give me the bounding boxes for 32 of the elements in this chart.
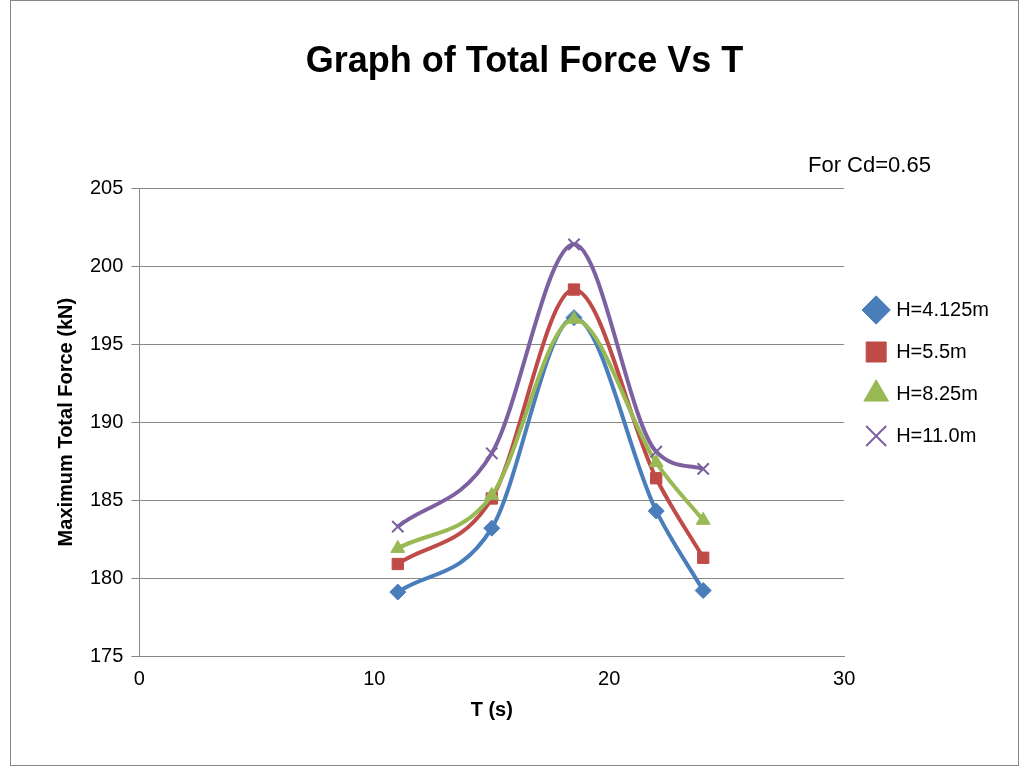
point [483,519,501,537]
point [648,454,664,468]
point [389,583,407,601]
x-tick-label: 20 [598,666,621,689]
y-axis-title: Maximum Total Force (kN) [53,297,76,547]
point [697,551,710,564]
y-tick-label: 195 [89,331,124,354]
point [650,472,663,485]
y-tick-label: 185 [89,487,124,510]
text: For Cd=0.65 [808,152,931,177]
x-axis-title: T (s) [470,697,513,720]
chart-title: Graph of Total Force Vs T [305,38,744,80]
point [694,582,712,600]
point [567,237,581,251]
legend-label: H=4.125m [896,297,990,320]
point [391,557,404,571]
x-tick-label: 30 [833,666,856,689]
point [567,283,581,296]
legend-label: H=5.5m [896,339,967,362]
y-tick-label: 175 [89,643,124,666]
y-tick-label: 205 [89,175,124,198]
point [485,446,499,460]
y-tick-label: 190 [89,409,124,432]
y-tick-label: 180 [89,565,124,588]
x-tick-label: 0 [133,666,145,689]
point [391,519,405,534]
point [647,502,665,520]
legend-label: H=8.25m [896,381,978,404]
y-tick-label: 200 [89,253,124,276]
x-tick-label: 10 [363,666,386,689]
point [696,462,710,476]
legend-label: H=11.0m [896,423,977,446]
